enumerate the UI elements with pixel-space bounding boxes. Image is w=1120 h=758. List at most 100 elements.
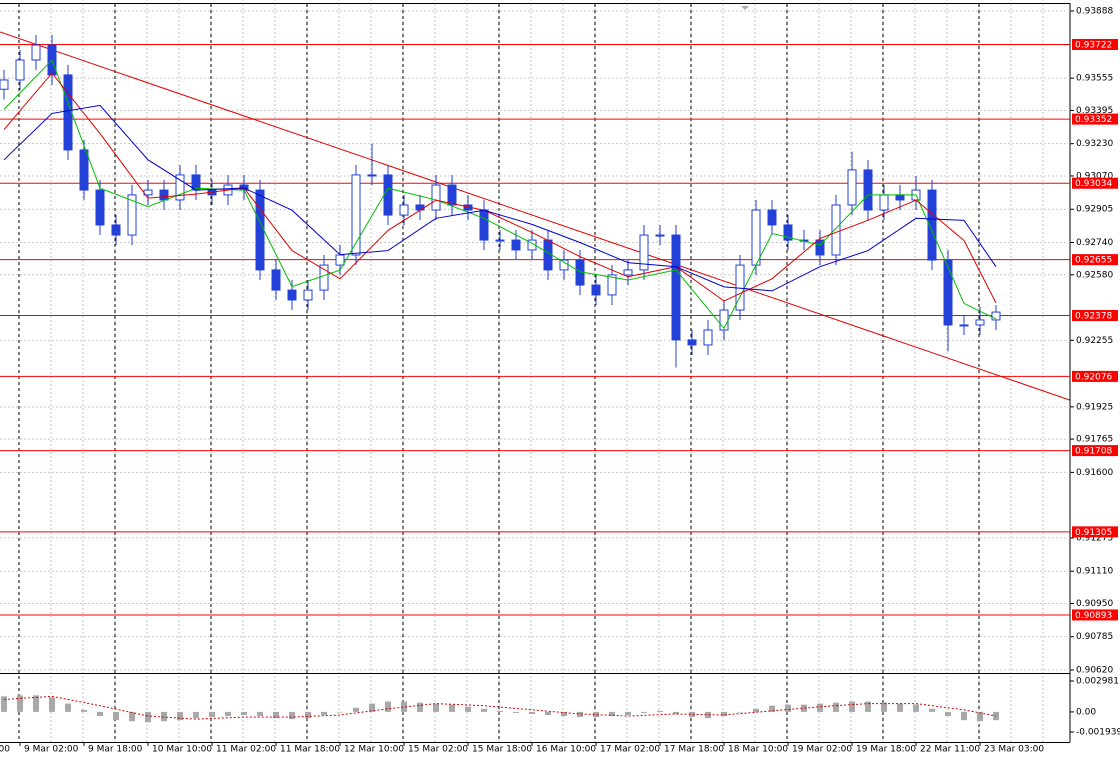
level-label: 0.92378 [1075, 311, 1112, 321]
candle-body [495, 239, 505, 242]
level-label-box [1072, 113, 1118, 125]
y-tick-label: 0.90950 [1076, 599, 1113, 609]
osc-bar [209, 711, 215, 718]
candle-body [127, 194, 137, 236]
osc-bar [81, 709, 87, 712]
candle-body [719, 309, 729, 331]
y-tick-label: 0.93070 [1076, 171, 1113, 181]
y-tick-label: 0.92905 [1076, 205, 1113, 215]
candle-body [991, 311, 1001, 321]
osc-bar [401, 701, 407, 712]
osc-bar [273, 711, 279, 719]
candle-body [815, 239, 825, 256]
level-label-box [1072, 609, 1118, 621]
osc-bar [593, 711, 599, 718]
x-tick-label: 10 Mar 10:00 [152, 745, 212, 755]
level-label: 0.93352 [1075, 115, 1112, 125]
x-tick-label: 19 Mar 18:00 [856, 745, 916, 755]
y-tick-label: 0.91110 [1076, 567, 1113, 577]
candle-body [623, 269, 633, 276]
candle-body [0, 79, 9, 90]
moving-average [3, 72, 997, 304]
y-tick-label: 0.92255 [1076, 336, 1113, 346]
osc-bar [113, 711, 119, 721]
osc-bar [737, 711, 743, 713]
candle-body [255, 189, 265, 271]
osc-bar [257, 711, 263, 717]
candle-body [351, 174, 361, 256]
osc-bar [577, 711, 583, 718]
level-label-box [1072, 445, 1118, 457]
y-tick-label: 0.93888 [1076, 7, 1113, 17]
x-tick-label: 9 Mar 18:00 [88, 745, 143, 755]
osc-bar [529, 711, 535, 714]
osc-bar [449, 704, 455, 712]
candle-body [175, 174, 185, 201]
level-label-box [1072, 177, 1118, 189]
candle-body [415, 204, 425, 211]
osc-bar [769, 705, 775, 712]
osc-bar [337, 711, 343, 713]
x-tick-label: 15 Mar 02:00 [408, 745, 468, 755]
y-tick-label: 0.91275 [1076, 533, 1113, 543]
osc-bar [321, 711, 327, 716]
osc-bar [465, 706, 471, 712]
osc-bar [289, 711, 295, 720]
osc-bar [481, 708, 487, 712]
osc-bar [497, 710, 503, 712]
candle-body [111, 224, 121, 236]
osc-tick-label: -0.001939 [1076, 728, 1120, 738]
osc-bar [97, 711, 103, 717]
osc-bar [1, 696, 7, 712]
candle-body [95, 189, 105, 226]
x-tick-label: 15 Mar 18:00 [472, 745, 532, 755]
candle-body [895, 194, 905, 201]
osc-bar [897, 703, 903, 712]
osc-bar [657, 710, 663, 712]
osc-bar [961, 711, 967, 721]
candle-body [527, 239, 537, 251]
osc-bar [785, 704, 791, 712]
osc-bar [49, 697, 55, 712]
y-tick-label: 0.90785 [1076, 632, 1113, 642]
candle-body [287, 289, 297, 301]
x-tick-label: 16 Mar 10:00 [536, 745, 596, 755]
candle-body [943, 259, 953, 326]
x-tick-label: 12 Mar 10:00 [344, 745, 404, 755]
osc-bar [977, 711, 983, 722]
osc-bar [433, 703, 439, 712]
candle-body [639, 234, 649, 271]
x-tick-label: 17 Mar 18:00 [664, 745, 724, 755]
y-tick-label: 0.91600 [1076, 468, 1113, 478]
candle-body [767, 209, 777, 226]
level-label-box [1072, 370, 1118, 382]
candle-body [959, 324, 969, 327]
osc-bar [721, 711, 727, 717]
level-label-box [1072, 254, 1118, 266]
candle-body [399, 204, 409, 216]
candle-body [975, 319, 985, 326]
level-label-box [1072, 38, 1118, 50]
candle-body [319, 264, 329, 291]
candle-body [431, 184, 441, 211]
level-label-box [1072, 526, 1118, 538]
level-label-box [1072, 309, 1118, 321]
candle-body [79, 149, 89, 191]
osc-bar [545, 711, 551, 716]
candle-body [15, 59, 25, 81]
osc-bar [817, 703, 823, 712]
osc-bar [833, 702, 839, 712]
candle-body [383, 174, 393, 216]
y-tick-label: 0.93395 [1076, 106, 1113, 116]
osc-bar [417, 702, 423, 712]
candle-body [303, 289, 313, 301]
candle-body [271, 269, 281, 291]
osc-bar [65, 703, 71, 712]
level-label: 0.93034 [1075, 179, 1112, 189]
candle-body [479, 209, 489, 241]
moving-average [3, 104, 997, 292]
trendline [0, 31, 1070, 401]
y-tick-label: 0.91925 [1076, 402, 1113, 412]
